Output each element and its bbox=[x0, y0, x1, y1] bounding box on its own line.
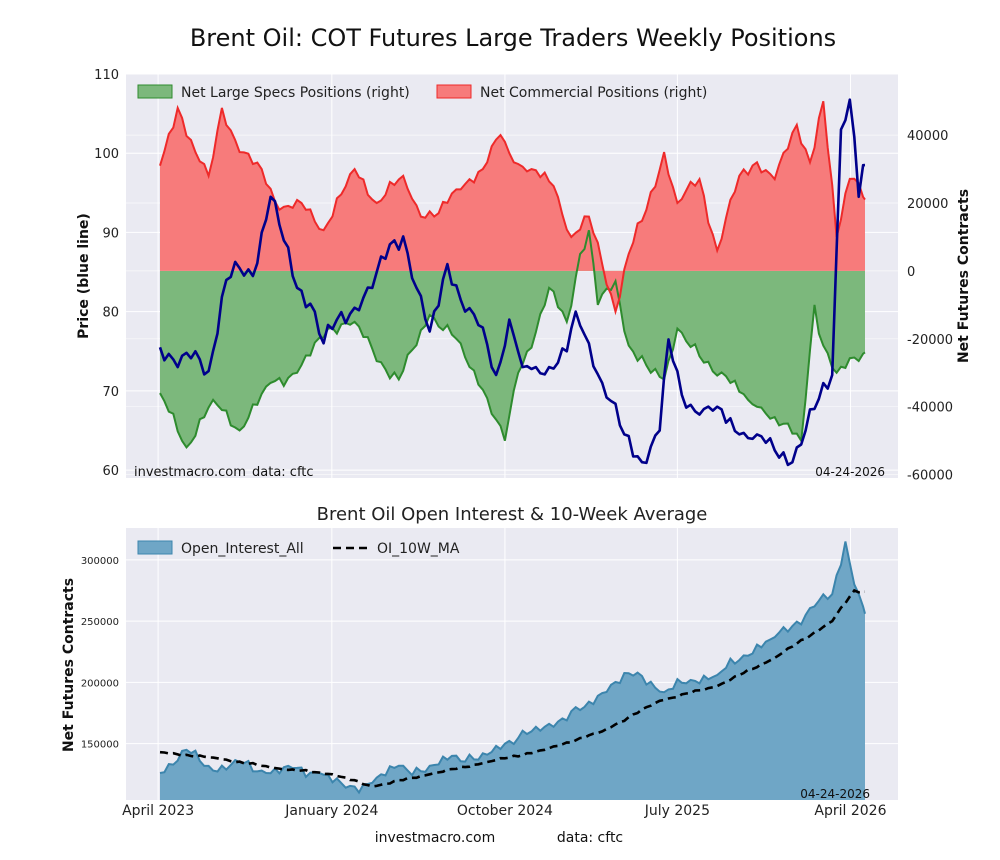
net-contracts-axis-label: Net Futures Contracts bbox=[956, 189, 972, 363]
series-net-commercial-line bbox=[159, 100, 866, 316]
positions-date-label: 04-24-2026 bbox=[815, 465, 885, 479]
open-interest-panel: Brent Oil Open Interest & 10-Week Averag… bbox=[61, 504, 898, 819]
series-net-large-specs-area bbox=[160, 230, 865, 448]
open-interest-axis-label: Net Futures Contracts bbox=[61, 578, 77, 752]
open-interest-title: Brent Oil Open Interest & 10-Week Averag… bbox=[317, 504, 708, 525]
net-contracts-axis-ticks: -60000 -40000 -20000 0 20000 40000 bbox=[907, 129, 953, 483]
series-net-commercial-area bbox=[160, 101, 865, 312]
oi-tick-label: 150000 bbox=[81, 740, 119, 751]
price-tick-label: 90 bbox=[102, 226, 119, 241]
contracts-tick-label: 40000 bbox=[907, 129, 948, 144]
positions-watermark: investmacro.com bbox=[134, 465, 246, 480]
open-interest-legend: Open_Interest_All OI_10W_MA bbox=[137, 540, 460, 557]
date-tick-label: April 2023 bbox=[122, 803, 194, 819]
oi-tick-label: 250000 bbox=[81, 617, 119, 628]
date-tick-label: April 2026 bbox=[814, 803, 886, 819]
date-tick-label: January 2024 bbox=[284, 803, 378, 819]
chart-title: Brent Oil: COT Futures Large Traders Wee… bbox=[190, 24, 836, 52]
date-tick-label: July 2025 bbox=[644, 803, 710, 819]
price-tick-label: 100 bbox=[94, 147, 119, 162]
legend-swatch-open-interest bbox=[137, 540, 173, 555]
price-axis-label: Price (blue line) bbox=[76, 213, 92, 339]
legend-swatch-commercial bbox=[436, 84, 472, 99]
contracts-tick-label: 20000 bbox=[907, 197, 948, 212]
open-interest-axis-ticks: 150000 200000 250000 300000 bbox=[81, 556, 119, 751]
footer-source: data: cftc bbox=[557, 830, 623, 846]
positions-legend: Net Large Specs Positions (right) Net Co… bbox=[137, 84, 707, 101]
legend-label-specs: Net Large Specs Positions (right) bbox=[181, 85, 410, 101]
date-tick-label: October 2024 bbox=[457, 803, 553, 819]
series-net-large-specs-line bbox=[159, 229, 866, 450]
positions-panel: 60 70 80 90 100 110 -60000 -40000 -20000 0 20000 4… bbox=[76, 68, 972, 484]
legend-label-open-interest: Open_Interest_All bbox=[181, 541, 304, 557]
price-axis-ticks: 60 70 80 90 100 110 bbox=[94, 68, 119, 479]
contracts-tick-label: -40000 bbox=[907, 401, 953, 416]
oi-tick-label: 200000 bbox=[81, 678, 119, 689]
positions-source: data: cftc bbox=[252, 465, 314, 480]
date-axis-ticks: April 2023 January 2024 October 2024 July 2… bbox=[122, 803, 887, 819]
footer-site: investmacro.com bbox=[375, 830, 495, 846]
legend-swatch-specs bbox=[137, 84, 173, 99]
series-open-interest-line bbox=[159, 541, 866, 795]
legend-label-oi-ma: OI_10W_MA bbox=[377, 541, 460, 557]
legend-label-commercial: Net Commercial Positions (right) bbox=[480, 85, 707, 101]
price-tick-label: 110 bbox=[94, 68, 119, 83]
contracts-tick-label: -60000 bbox=[907, 469, 953, 484]
contracts-tick-label: 0 bbox=[907, 265, 915, 280]
contracts-tick-label: -20000 bbox=[907, 333, 953, 348]
series-open-interest-area bbox=[160, 541, 865, 800]
price-tick-label: 60 bbox=[102, 464, 119, 479]
oi-tick-label: 300000 bbox=[81, 556, 119, 567]
price-tick-label: 70 bbox=[102, 385, 119, 400]
series-price-line bbox=[158, 98, 866, 467]
open-interest-date-label: 04-24-2026 bbox=[800, 787, 870, 801]
price-tick-label: 80 bbox=[102, 306, 119, 321]
series-oi-10w-ma-line bbox=[159, 588, 865, 788]
